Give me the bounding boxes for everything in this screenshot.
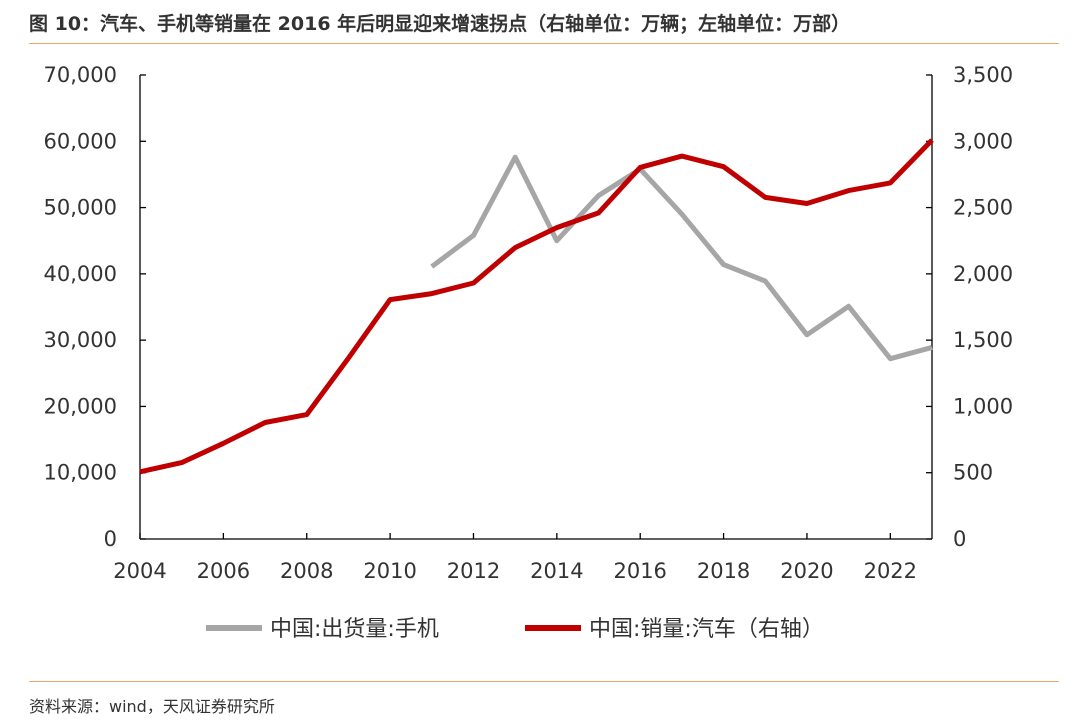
left-tick-label: 10,000 xyxy=(44,461,117,485)
series-line-phone xyxy=(430,154,933,362)
series-line-auto xyxy=(139,138,934,475)
left-axis-labels: 0 10,000 20,000 30,000 40,000 50,000 60,000 70,… xyxy=(44,63,117,551)
source-note: 资料来源：wind，天风证券研究所 xyxy=(29,697,275,716)
x-tick-label: 2010 xyxy=(363,559,416,583)
right-tick-label: 1,500 xyxy=(953,328,1013,352)
x-tick-label: 2004 xyxy=(113,559,166,583)
left-tick-label: 0 xyxy=(104,527,117,551)
left-tick-label: 20,000 xyxy=(44,394,117,418)
left-tick-label: 50,000 xyxy=(44,196,117,220)
left-tick-label: 30,000 xyxy=(44,328,117,352)
tick-marks xyxy=(139,74,932,540)
figure-title: 图 10：汽车、手机等销量在 2016 年后明显迎来增速拐点（右轴单位：万辆；左… xyxy=(29,13,851,35)
x-axis-labels: 2004 2006 2008 2010 2012 2014 2016 2018 2020 2022 xyxy=(113,559,917,583)
footer-divider xyxy=(29,681,1059,682)
legend-label-phone: 中国:出货量:手机 xyxy=(270,617,439,642)
x-tick-label: 2016 xyxy=(613,559,666,583)
x-tick-label: 2008 xyxy=(280,559,333,583)
x-tick-label: 2012 xyxy=(447,559,500,583)
legend: 中国:出货量:手机 中国:销量:汽车（右轴） xyxy=(206,617,824,642)
left-tick-label: 60,000 xyxy=(44,129,117,153)
x-tick-label: 2020 xyxy=(780,559,833,583)
series-layer xyxy=(139,138,934,475)
right-tick-label: 3,000 xyxy=(953,129,1013,153)
right-tick-label: 1,000 xyxy=(953,394,1013,418)
right-tick-label: 3,500 xyxy=(953,63,1013,87)
right-tick-label: 2,500 xyxy=(953,196,1013,220)
right-tick-label: 500 xyxy=(953,461,993,485)
right-tick-label: 0 xyxy=(953,527,966,551)
x-tick-label: 2022 xyxy=(864,559,917,583)
right-axis-labels: 0 500 1,000 1,500 2,000 2,500 3,000 3,500 xyxy=(953,63,1013,551)
x-tick-label: 2018 xyxy=(697,559,750,583)
left-tick-label: 70,000 xyxy=(44,63,117,87)
x-tick-label: 2014 xyxy=(530,559,583,583)
legend-label-auto: 中国:销量:汽车（右轴） xyxy=(589,617,824,642)
left-tick-label: 40,000 xyxy=(44,262,117,286)
title-divider xyxy=(29,43,1059,44)
right-tick-label: 2,000 xyxy=(953,262,1013,286)
x-tick-label: 2006 xyxy=(197,559,250,583)
